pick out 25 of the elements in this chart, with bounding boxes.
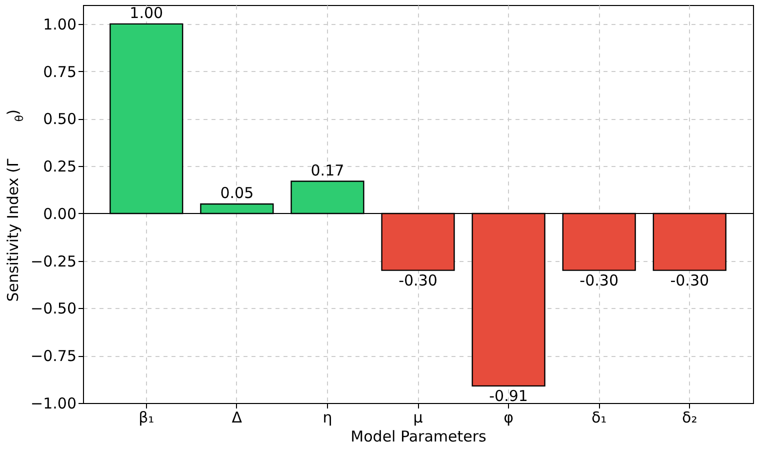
- data-label: -0.91: [489, 386, 528, 405]
- data-label: 0.17: [310, 161, 344, 180]
- data-label: -0.30: [670, 271, 710, 290]
- x-tick-label: β₁: [138, 408, 154, 426]
- x-tick-label: δ₁: [591, 408, 607, 426]
- y-tick-label: 0.00: [43, 204, 76, 223]
- y-tick-label: −1.00: [30, 394, 76, 412]
- x-axis-title: Model Parameters: [350, 428, 487, 446]
- x-tick-label: δ₂: [682, 408, 698, 426]
- y-tick-label: 0.50: [43, 110, 76, 128]
- data-label: 1.00: [130, 4, 164, 22]
- y-tick-label: −0.25: [30, 252, 76, 270]
- y-tick-label: −0.75: [30, 347, 76, 366]
- y-tick-label: 1.00: [43, 15, 76, 34]
- y-tick-label: 0.75: [43, 62, 76, 81]
- data-label: -0.30: [580, 271, 618, 290]
- x-tick-label: φ: [504, 408, 514, 426]
- x-tick-label: η: [322, 408, 332, 426]
- data-label: -0.30: [398, 271, 438, 290]
- y-tick-label: 0.25: [43, 158, 76, 176]
- text: Sensitivity Index (Γθ): [4, 109, 26, 302]
- y-tick-label: −0.50: [30, 300, 76, 318]
- x-tick-label: Δ: [232, 408, 243, 426]
- data-label: 0.05: [220, 184, 254, 202]
- x-tick-label: μ: [413, 408, 424, 426]
